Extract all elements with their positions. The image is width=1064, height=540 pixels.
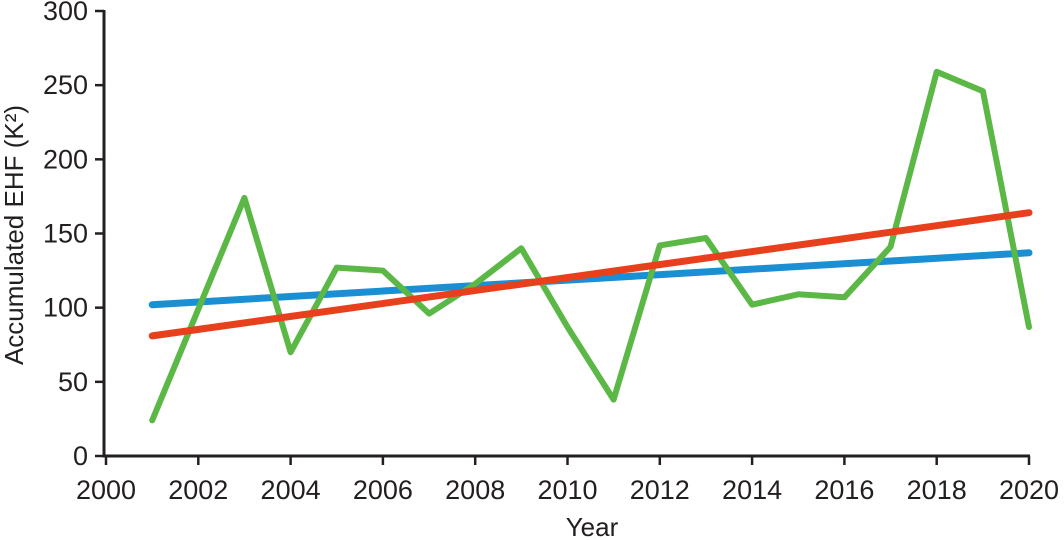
x-tick-label: 2012 <box>630 475 690 505</box>
y-tick-label: 300 <box>43 0 88 26</box>
x-tick-label: 2020 <box>999 475 1059 505</box>
y-tick-label: 0 <box>73 441 88 471</box>
x-tick-label: 2014 <box>722 475 782 505</box>
x-tick-label: 2000 <box>76 475 136 505</box>
y-tick-label: 250 <box>43 70 88 100</box>
x-tick-label: 2002 <box>168 475 228 505</box>
y-axis-title: Accumulated EHF (K²) <box>0 105 29 365</box>
x-tick-label: 2018 <box>907 475 967 505</box>
y-tick-label: 50 <box>58 367 88 397</box>
x-tick-label: 2016 <box>814 475 874 505</box>
x-axis-title: Year <box>566 512 619 540</box>
series-linear-trend-blue <box>148 249 1033 309</box>
y-tick-label: 200 <box>43 144 88 174</box>
series-annual-accumulated-ehf <box>149 68 1032 424</box>
x-tick-label: 2008 <box>445 475 505 505</box>
y-tick-label: 100 <box>43 293 88 323</box>
y-tick-label: 150 <box>43 219 88 249</box>
series-group <box>148 68 1033 424</box>
x-tick-label: 2006 <box>353 475 413 505</box>
x-tick-label: 2004 <box>261 475 321 505</box>
series-linear-trend-red <box>148 209 1033 340</box>
x-tick-label: 2010 <box>537 475 597 505</box>
